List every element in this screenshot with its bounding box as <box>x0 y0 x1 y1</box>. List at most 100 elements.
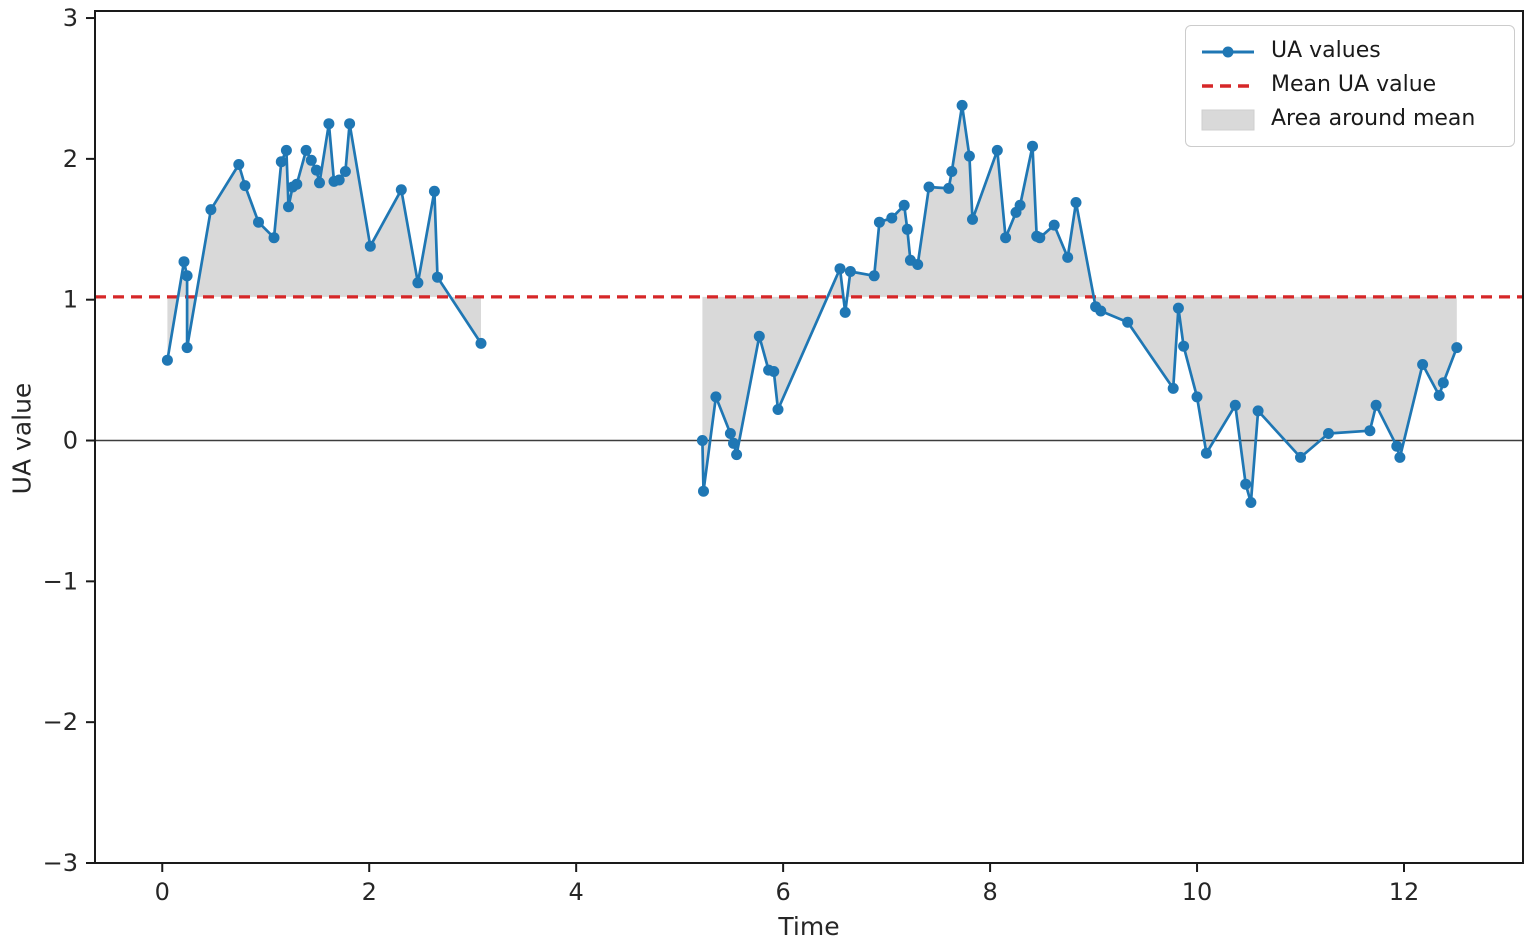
data-point <box>428 185 440 197</box>
data-point <box>1070 197 1082 208</box>
data-point <box>1191 391 1203 403</box>
data-point <box>339 166 351 177</box>
data-point <box>1000 232 1012 244</box>
data-point <box>475 337 487 349</box>
x-tick-label: 6 <box>775 878 790 906</box>
data-point <box>834 263 846 275</box>
data-point <box>1245 497 1257 508</box>
data-point <box>901 223 913 235</box>
line-with-marker-icon <box>1200 39 1256 65</box>
legend-label: Area around mean <box>1271 106 1476 131</box>
data-point <box>923 181 935 193</box>
data-point <box>161 354 173 366</box>
y-tick-label: −2 <box>43 708 78 736</box>
data-point <box>1417 359 1429 370</box>
data-point <box>873 216 885 228</box>
data-point <box>1391 440 1403 452</box>
data-point <box>310 164 322 176</box>
legend: UA values Mean UA value Area around mean <box>1185 25 1515 147</box>
data-point <box>772 404 784 415</box>
data-point <box>283 201 294 213</box>
data-point <box>253 216 264 228</box>
data-point <box>181 342 193 354</box>
data-point <box>395 184 407 196</box>
x-tick-label: 4 <box>569 878 584 906</box>
data-point <box>239 180 251 192</box>
data-point <box>1451 342 1463 354</box>
y-tick-label: 2 <box>63 145 78 173</box>
data-point <box>275 156 287 168</box>
data-point <box>1433 390 1445 401</box>
data-point <box>991 144 1003 156</box>
data-point <box>886 212 898 224</box>
area-patch-icon <box>1200 107 1256 133</box>
data-point <box>1062 251 1074 263</box>
data-point <box>344 118 356 130</box>
data-point <box>432 271 443 283</box>
data-point <box>1172 302 1184 314</box>
y-tick-label: −1 <box>43 567 78 595</box>
y-tick-label: 1 <box>63 286 78 314</box>
y-axis-label: UA value <box>7 382 37 495</box>
data-point <box>1370 399 1382 411</box>
x-axis-label: Time <box>778 912 840 941</box>
data-point <box>1437 377 1449 389</box>
data-point <box>1229 399 1241 411</box>
data-point <box>205 204 217 216</box>
area-around-mean <box>702 105 1457 503</box>
data-point <box>731 449 743 461</box>
legend-item-area-around-mean: Area around mean <box>1200 107 1504 133</box>
x-tick-label: 12 <box>1389 878 1420 906</box>
data-point <box>1178 340 1190 352</box>
data-point <box>181 270 193 282</box>
data-point <box>868 270 880 282</box>
data-point <box>698 485 709 497</box>
data-point <box>724 428 736 439</box>
data-point <box>844 266 856 277</box>
legend-label: UA values <box>1271 38 1381 63</box>
data-point <box>1034 232 1046 244</box>
data-point <box>268 232 280 244</box>
y-tick-label: −3 <box>43 849 78 877</box>
data-point <box>178 256 190 268</box>
data-point <box>1048 219 1060 231</box>
x-tick-label: 8 <box>982 878 997 906</box>
axes-frame <box>94 10 1524 864</box>
data-point <box>1394 451 1406 463</box>
legend-item-mean-ua-value: Mean UA value <box>1200 73 1504 99</box>
data-point <box>1027 140 1038 152</box>
legend-label: Mean UA value <box>1271 72 1437 97</box>
y-tick-label: 3 <box>63 4 78 32</box>
data-point <box>1323 428 1334 439</box>
data-point <box>314 177 325 189</box>
data-point <box>280 144 292 156</box>
data-point <box>412 277 424 289</box>
dashed-line-icon <box>1200 73 1256 99</box>
data-point <box>898 199 910 211</box>
data-point <box>753 330 765 342</box>
data-point <box>768 366 780 377</box>
data-point <box>1295 451 1306 463</box>
data-point <box>291 178 303 190</box>
data-point <box>364 240 376 252</box>
data-point <box>233 159 245 170</box>
data-point <box>300 144 312 156</box>
y-tick-label: 0 <box>63 427 78 455</box>
data-point <box>956 99 968 111</box>
data-point <box>943 182 955 194</box>
data-point <box>1167 382 1179 394</box>
data-point <box>696 435 708 446</box>
x-tick-label: 0 <box>155 878 170 906</box>
legend-item-ua-values: UA values <box>1200 39 1504 65</box>
data-point <box>305 154 317 166</box>
data-point <box>967 213 978 225</box>
data-point <box>710 391 722 403</box>
data-point <box>839 306 851 318</box>
data-point <box>1122 316 1134 328</box>
data-point <box>323 118 335 130</box>
data-point <box>1240 478 1252 490</box>
data-point <box>1014 199 1026 211</box>
data-point <box>963 150 975 162</box>
